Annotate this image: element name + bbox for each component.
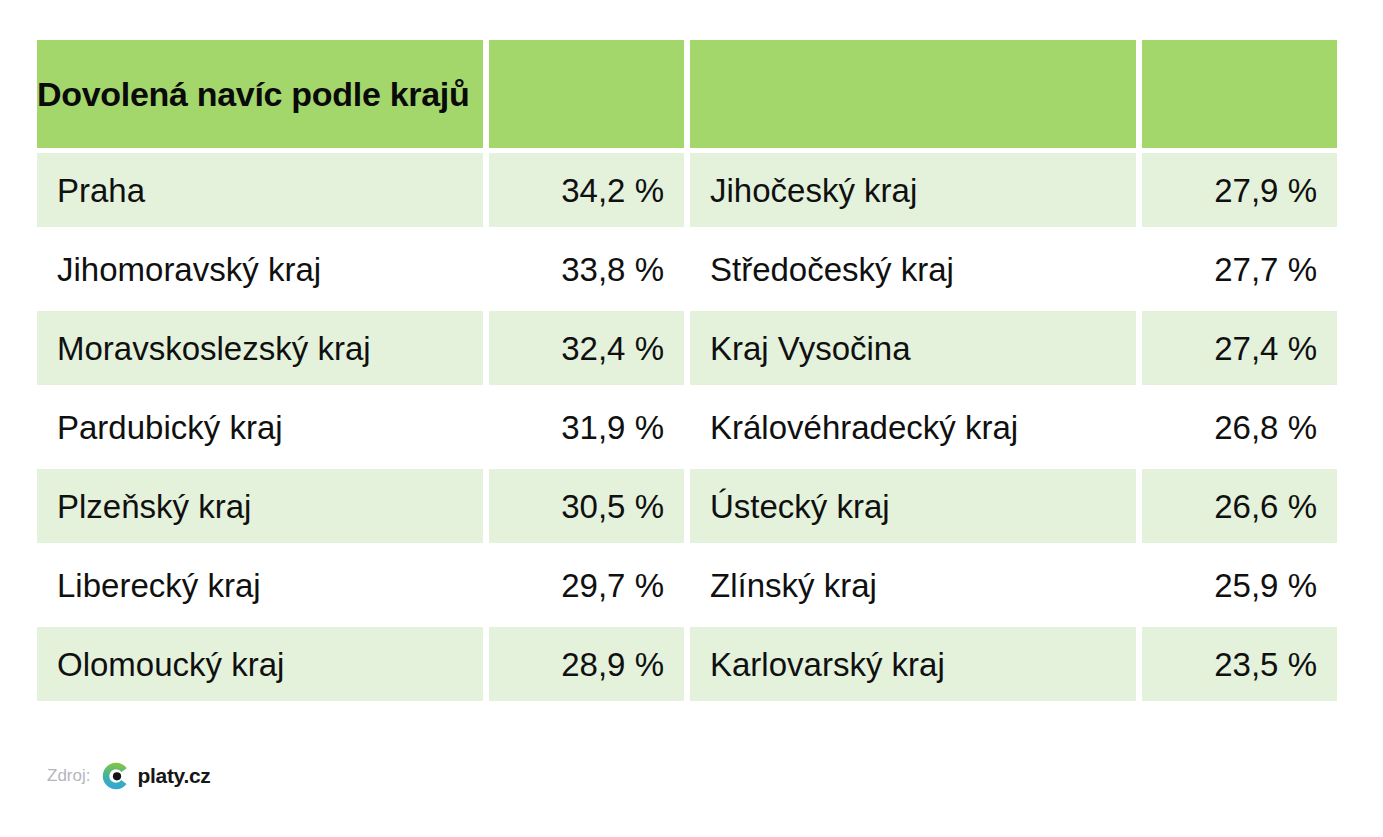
- region-value: 34,2 %: [489, 153, 684, 227]
- header-spacer-2: [690, 40, 1136, 148]
- header-spacer-1: [489, 40, 684, 148]
- region-name: Královéhradecký kraj: [690, 390, 1136, 464]
- region-name: Praha: [37, 153, 483, 227]
- region-value: 33,8 %: [489, 232, 684, 306]
- source-attribution: Zdroj: platy.cz: [47, 761, 211, 791]
- region-name: Moravskoslezský kraj: [37, 311, 483, 385]
- region-name: Plzeňský kraj: [37, 469, 483, 543]
- region-name: Liberecký kraj: [37, 548, 483, 622]
- region-value: 32,4 %: [489, 311, 684, 385]
- regions-table: Dovolená navíc podle krajů Praha 34,2 % …: [37, 40, 1337, 701]
- platy-logo-icon: [102, 762, 130, 790]
- region-name: Pardubický kraj: [37, 390, 483, 464]
- region-name: Ústecký kraj: [690, 469, 1136, 543]
- region-name: Olomoucký kraj: [37, 627, 483, 701]
- region-value: 23,5 %: [1142, 627, 1337, 701]
- region-name: Zlínský kraj: [690, 548, 1136, 622]
- region-value: 26,6 %: [1142, 469, 1337, 543]
- region-name: Karlovarský kraj: [690, 627, 1136, 701]
- region-value: 27,7 %: [1142, 232, 1337, 306]
- region-name: Jihočeský kraj: [690, 153, 1136, 227]
- region-value: 27,9 %: [1142, 153, 1337, 227]
- table-title: Dovolená navíc podle krajů: [37, 40, 483, 148]
- region-value: 26,8 %: [1142, 390, 1337, 464]
- region-value: 30,5 %: [489, 469, 684, 543]
- header-spacer-3: [1142, 40, 1337, 148]
- region-value: 27,4 %: [1142, 311, 1337, 385]
- region-name: Kraj Vysočina: [690, 311, 1136, 385]
- region-name: Jihomoravský kraj: [37, 232, 483, 306]
- region-value: 31,9 %: [489, 390, 684, 464]
- source-label: Zdroj:: [47, 766, 90, 786]
- region-value: 28,9 %: [489, 627, 684, 701]
- brand-name: platy.cz: [137, 764, 210, 788]
- region-name: Středočeský kraj: [690, 232, 1136, 306]
- region-value: 29,7 %: [489, 548, 684, 622]
- region-value: 25,9 %: [1142, 548, 1337, 622]
